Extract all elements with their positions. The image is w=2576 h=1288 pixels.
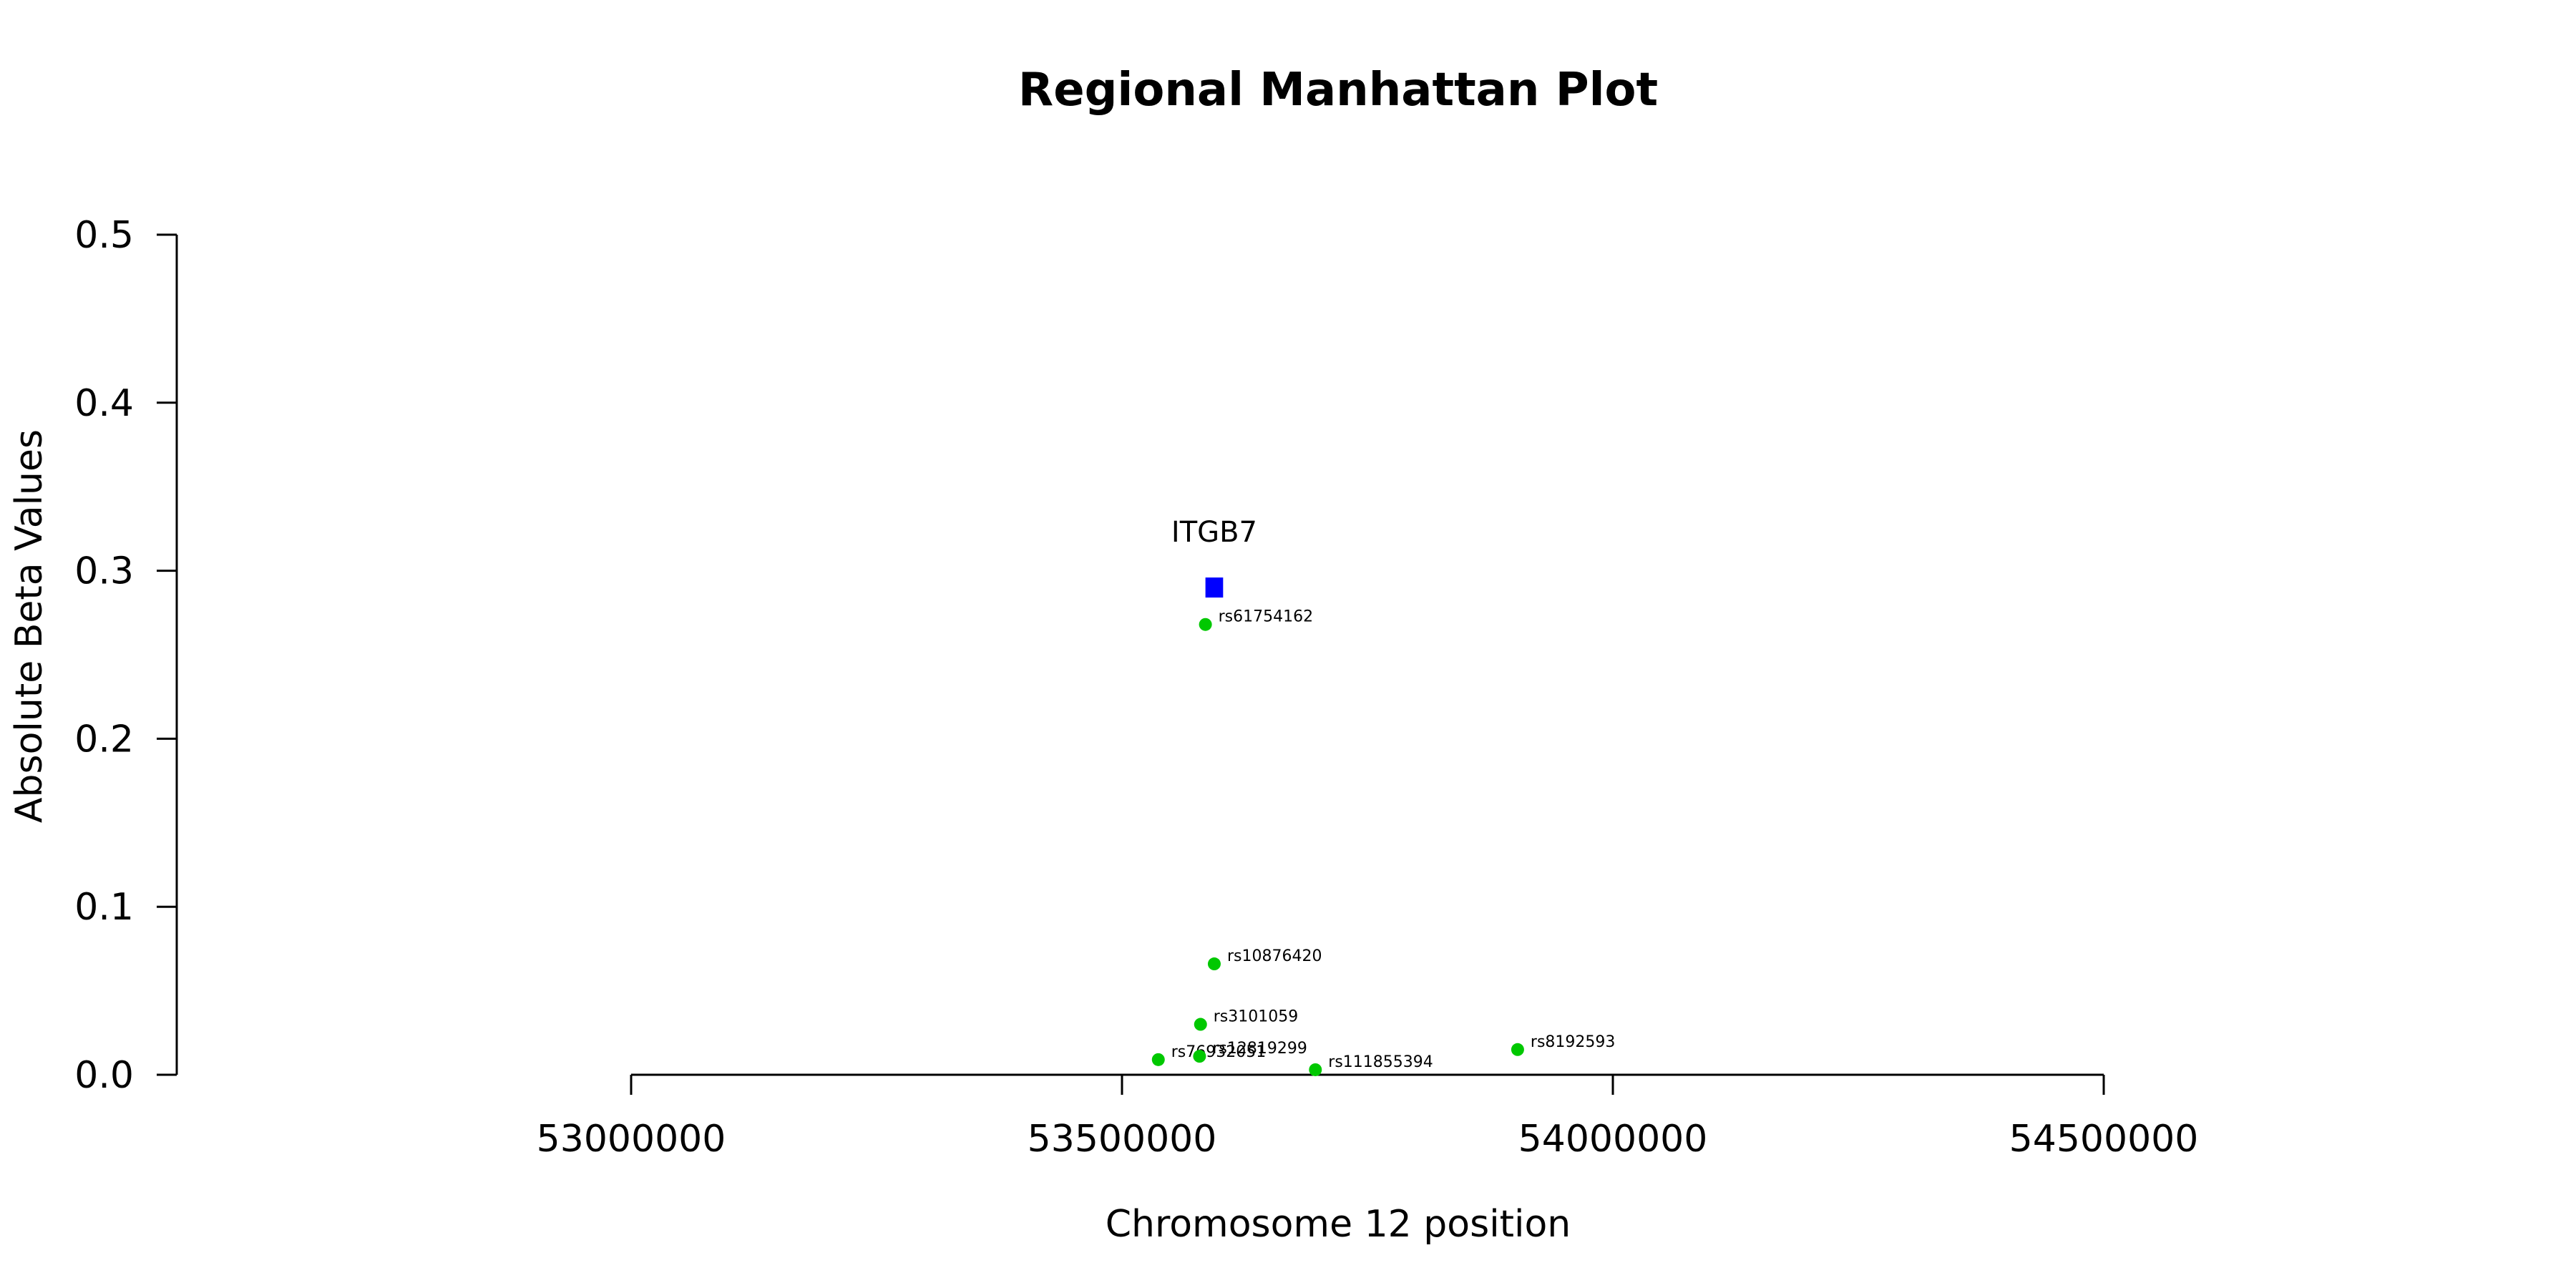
gene-label: ITGB7 — [1171, 516, 1257, 549]
snp-point — [1151, 1053, 1165, 1066]
x-axis-label: Chromosome 12 position — [1106, 1203, 1571, 1246]
y-tick-label: 0.4 — [74, 382, 134, 425]
chart-title: Regional Manhattan Plot — [1018, 64, 1658, 117]
y-tick-label: 0.0 — [74, 1054, 134, 1097]
snp-point — [1309, 1063, 1322, 1076]
snp-label: rs10876420 — [1227, 947, 1322, 965]
y-axis-label: Absolute Beta Values — [8, 429, 51, 823]
y-tick-label: 0.5 — [74, 214, 134, 257]
points-layer: rs61754162rs10876420rs3101059rs76932051r… — [1151, 608, 1616, 1076]
gene-marker — [1205, 577, 1224, 598]
snp-point — [1207, 957, 1221, 971]
y-tick-label: 0.3 — [74, 550, 134, 593]
snp-point — [1511, 1043, 1524, 1056]
snp-label: rs111855394 — [1328, 1053, 1433, 1071]
snp-label: rs61754162 — [1219, 608, 1313, 626]
snp-point — [1199, 618, 1212, 631]
x-axis: 53000000 53500000 54000000 54500000 — [537, 1073, 2199, 1161]
snp-label: rs8192593 — [1531, 1033, 1616, 1051]
snp-point — [1193, 1050, 1206, 1063]
x-tick-label: 53500000 — [1028, 1118, 1217, 1161]
y-tick-label: 0.1 — [74, 886, 134, 929]
y-axis: 0.0 0.1 0.2 0.3 0.4 0.5 — [74, 214, 178, 1097]
snp-label: rs3101059 — [1214, 1008, 1299, 1026]
gene-layer: ITGB7 — [1171, 516, 1257, 598]
snp-label: rs12819299 — [1212, 1040, 1307, 1058]
x-tick-label: 53000000 — [537, 1118, 726, 1161]
x-tick-label: 54000000 — [1518, 1118, 1708, 1161]
y-tick-label: 0.2 — [74, 718, 134, 761]
snp-label: rs76932051 — [1171, 1043, 1266, 1061]
snp-point — [1194, 1018, 1207, 1031]
x-tick-label: 54500000 — [2009, 1118, 2199, 1161]
